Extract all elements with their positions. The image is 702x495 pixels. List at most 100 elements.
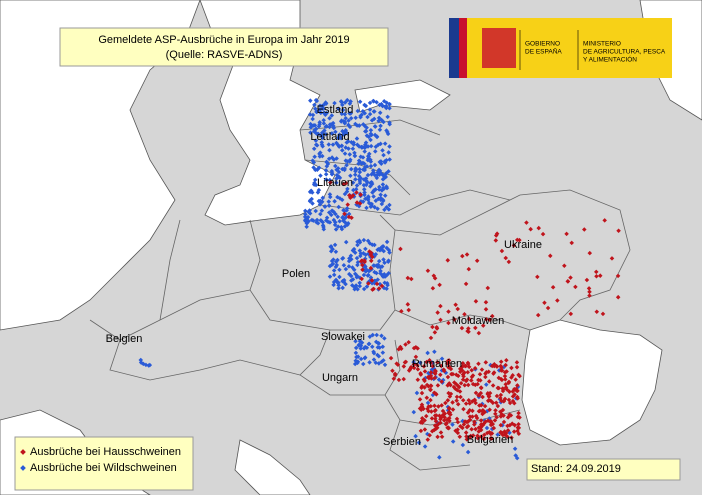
outbreak-dot xyxy=(377,345,382,350)
outbreak-dot xyxy=(326,142,332,147)
outbreak-dot xyxy=(456,384,462,390)
outbreak-dot xyxy=(348,99,353,104)
outbreak-dot xyxy=(380,198,386,204)
outbreak-dot xyxy=(343,266,349,272)
logo-flag-red xyxy=(459,18,467,78)
outbreak-dot xyxy=(492,361,497,367)
outbreak-dot xyxy=(478,385,484,390)
outbreak-dot xyxy=(481,436,487,442)
outbreak-dot xyxy=(320,219,326,225)
outbreak-dot xyxy=(337,274,342,280)
outbreak-dot xyxy=(329,131,335,136)
outbreak-dot xyxy=(478,422,484,427)
outbreak-dot xyxy=(399,308,404,314)
outbreak-dot xyxy=(424,395,430,401)
outbreak-dot xyxy=(500,386,506,392)
outbreak-dot xyxy=(355,360,360,366)
outbreak-dot xyxy=(428,387,433,392)
outbreak-dot xyxy=(411,362,417,367)
outbreak-dot xyxy=(433,426,439,432)
outbreak-dot xyxy=(350,146,356,151)
outbreak-dot xyxy=(516,410,521,416)
outbreak-dot xyxy=(323,132,329,137)
outbreak-dot xyxy=(382,336,387,341)
outbreak-dot xyxy=(367,360,372,365)
outbreak-dot xyxy=(357,283,363,289)
outbreak-dot xyxy=(371,168,376,173)
borders xyxy=(89,119,631,471)
map-source: (Quelle: RASVE-ADNS) xyxy=(166,49,283,61)
outbreak-dot xyxy=(502,396,508,402)
outbreak-dot xyxy=(342,151,348,156)
outbreak-dot xyxy=(440,408,446,414)
outbreak-dot xyxy=(354,273,360,279)
outbreak-dot xyxy=(430,286,436,291)
outbreak-dot xyxy=(436,404,441,409)
country-label: Lettland xyxy=(310,131,349,143)
outbreak-dot xyxy=(573,284,578,290)
outbreak-dot xyxy=(327,274,333,279)
outbreak-dot xyxy=(336,285,341,291)
outbreak-dot xyxy=(452,317,457,322)
outbreak-dot xyxy=(445,374,451,380)
outbreak-dot xyxy=(382,193,388,198)
outbreak-dot xyxy=(447,406,452,412)
outbreak-dot xyxy=(450,407,456,412)
outbreak-dot xyxy=(342,208,347,214)
outbreak-dot xyxy=(384,239,390,245)
outbreak-dot xyxy=(367,111,373,117)
outbreak-dot xyxy=(371,357,377,362)
outbreak-dot xyxy=(424,382,430,388)
outbreak-dot xyxy=(378,268,383,274)
outbreak-dot xyxy=(568,311,574,317)
outbreak-dot xyxy=(501,419,507,425)
outbreak-dot xyxy=(308,188,314,194)
outbreak-dot xyxy=(375,264,381,270)
outbreak-dot xyxy=(373,251,379,257)
outbreak-dot xyxy=(355,354,361,359)
outbreak-dot xyxy=(376,341,381,346)
outbreak-dot xyxy=(346,211,352,217)
outbreak-dot xyxy=(382,160,388,165)
country-label: Litauen xyxy=(317,177,353,189)
outbreak-dot xyxy=(343,281,348,287)
outbreak-dot xyxy=(437,282,442,288)
outbreak-dot xyxy=(463,363,468,369)
outbreak-dot xyxy=(417,360,423,366)
outbreak-dot xyxy=(486,394,492,399)
outbreak-dot xyxy=(499,365,504,370)
outbreak-dot xyxy=(352,172,358,177)
outbreak-dot xyxy=(464,252,470,257)
outbreak-dot xyxy=(478,427,484,433)
logo: GOBIERNO DE ESPAÑA MINISTERIO DE AGRICUL… xyxy=(449,18,672,78)
outbreak-dot xyxy=(343,128,348,133)
country-label: Rumänien xyxy=(412,358,462,370)
outbreak-dot xyxy=(460,377,466,382)
outbreak-dot xyxy=(482,432,487,438)
outbreak-dot xyxy=(476,425,482,430)
outbreak-dot xyxy=(498,422,504,428)
logo-flag-blue xyxy=(449,18,459,78)
outbreak-dot xyxy=(457,434,463,439)
outbreak-dot xyxy=(372,172,378,178)
outbreak-dot xyxy=(311,146,317,151)
outbreak-dot xyxy=(366,281,371,286)
country-label: Moldawien xyxy=(452,315,505,327)
outbreak-dot xyxy=(313,106,318,111)
outbreak-dot xyxy=(331,257,336,262)
outbreak-dot xyxy=(395,362,401,367)
outbreak-dot xyxy=(353,177,358,182)
outbreak-dot xyxy=(401,376,406,382)
outbreak-dot xyxy=(335,142,341,148)
outbreak-dot xyxy=(455,306,461,312)
outbreak-dot xyxy=(380,148,385,153)
outbreak-dot xyxy=(473,299,479,304)
outbreak-dot xyxy=(451,384,457,390)
outbreak-dot xyxy=(322,128,327,133)
outbreak-dot xyxy=(381,257,386,262)
outbreak-dot xyxy=(512,446,518,452)
outbreak-dot xyxy=(455,419,461,425)
outbreak-dot xyxy=(430,363,436,369)
outbreak-dot xyxy=(469,427,474,432)
outbreak-dot xyxy=(488,431,493,437)
